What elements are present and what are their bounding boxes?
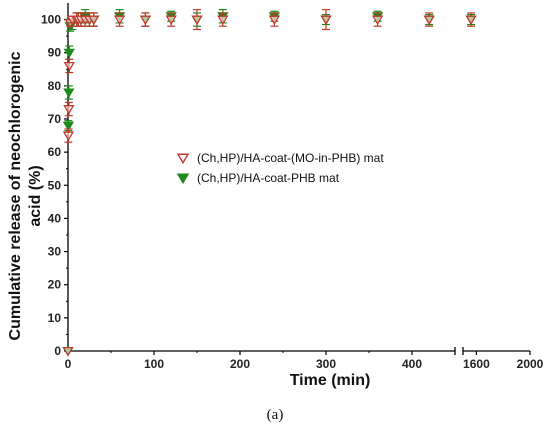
figure-caption: (a)	[266, 407, 284, 423]
y-tick-label: 90	[48, 46, 62, 60]
data-point	[63, 105, 75, 115]
y-tick-label: 40	[48, 211, 62, 225]
data-point	[320, 15, 332, 26]
data-point	[423, 15, 435, 26]
data-point	[165, 15, 177, 26]
series-mo-in-phb	[62, 9, 477, 357]
ticks: 0 10 20 30 40 50 60 70 80 90 100 0 100 200 300 400 1600 2…	[41, 13, 544, 371]
data-point	[62, 346, 74, 357]
x-tick-label: 100	[144, 357, 164, 371]
series-layer	[62, 9, 477, 357]
data-point	[62, 131, 75, 142]
data-point	[113, 15, 126, 26]
legend-label-phb: (Ch,HP)/HA-coat-PHB mat	[197, 171, 340, 185]
legend-marker-shape	[176, 173, 190, 185]
data-point	[465, 15, 477, 26]
y-tick-label: 70	[48, 112, 62, 126]
x-tick-label: 200	[230, 357, 250, 371]
y-tick-label: 30	[48, 245, 62, 259]
legend-marker-open-triangle	[176, 153, 190, 165]
y-tick-label: 50	[48, 178, 62, 192]
legend-marker-filled-triangle	[176, 173, 190, 185]
data-point	[217, 15, 229, 26]
y-tick-label: 10	[48, 311, 62, 325]
y-axis-title-line1: Cumulative release of neochlorogenic	[7, 51, 24, 340]
data-point	[62, 121, 75, 132]
data-point	[63, 48, 75, 59]
y-tick-label: 0	[54, 344, 61, 358]
x-tick-label: 400	[402, 357, 422, 371]
y-tick-label: 80	[48, 79, 62, 93]
data-point	[63, 61, 75, 72]
x-tick-label: 300	[316, 357, 336, 371]
x-tick-label: 2000	[517, 357, 544, 371]
data-point	[371, 15, 384, 26]
data-point	[139, 15, 152, 26]
data-point	[63, 88, 75, 99]
y-tick-label: 20	[48, 278, 62, 292]
data-point	[88, 15, 100, 26]
y-tick-label: 100	[41, 13, 61, 27]
axes	[67, 3, 530, 355]
x-axis-title: Time (min)	[290, 372, 371, 389]
y-tick-label: 60	[48, 145, 62, 159]
x-tick-label: 1600	[463, 357, 490, 371]
y-axis-title-line2: acid (%)	[27, 165, 44, 226]
legend-label-mo-in-phb: (Ch,HP)/HA-coat-(MO-in-PHB) mat	[197, 151, 384, 165]
x-tick-label: 0	[65, 357, 72, 371]
legend-marker-shape	[176, 153, 190, 165]
data-point	[268, 15, 281, 26]
legend: (Ch,HP)/HA-coat-(MO-in-PHB) mat (Ch,HP)/…	[176, 151, 384, 185]
data-point	[191, 15, 203, 26]
